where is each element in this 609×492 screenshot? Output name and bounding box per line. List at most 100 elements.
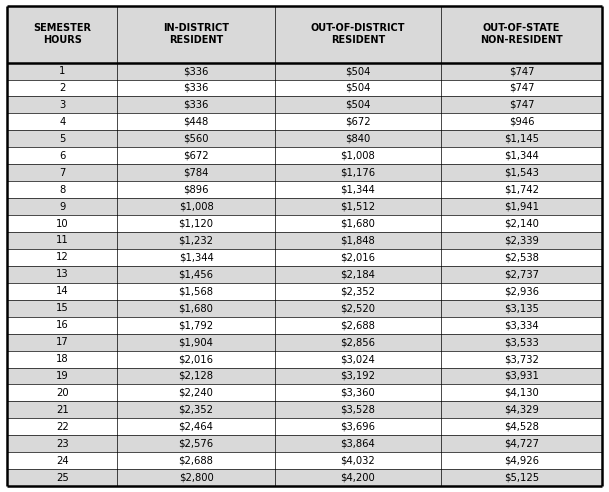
Text: $1,941: $1,941 bbox=[504, 202, 539, 212]
Text: $2,936: $2,936 bbox=[504, 286, 539, 296]
Text: $4,528: $4,528 bbox=[504, 422, 539, 432]
Bar bbox=[441, 384, 602, 401]
Text: $504: $504 bbox=[345, 66, 371, 76]
Text: $2,016: $2,016 bbox=[340, 252, 376, 262]
Text: $747: $747 bbox=[509, 66, 534, 76]
Text: $2,800: $2,800 bbox=[178, 473, 213, 483]
Text: $2,352: $2,352 bbox=[178, 405, 214, 415]
Bar bbox=[441, 469, 602, 486]
Text: $5,125: $5,125 bbox=[504, 473, 539, 483]
Bar bbox=[275, 283, 441, 300]
Text: $336: $336 bbox=[183, 83, 209, 93]
Bar bbox=[118, 62, 275, 80]
Bar bbox=[275, 317, 441, 334]
Text: $1,512: $1,512 bbox=[340, 202, 376, 212]
Bar bbox=[7, 181, 118, 198]
Text: $3,334: $3,334 bbox=[504, 320, 539, 330]
Text: $3,360: $3,360 bbox=[340, 388, 375, 398]
Bar bbox=[275, 351, 441, 368]
Bar bbox=[275, 384, 441, 401]
Text: 1: 1 bbox=[59, 66, 66, 76]
Bar bbox=[7, 62, 118, 80]
Bar bbox=[7, 300, 118, 317]
Bar bbox=[441, 113, 602, 130]
Bar bbox=[441, 215, 602, 232]
Bar bbox=[441, 164, 602, 181]
Bar bbox=[7, 232, 118, 249]
Text: 7: 7 bbox=[59, 168, 66, 178]
Text: $4,032: $4,032 bbox=[340, 456, 375, 466]
Text: $2,576: $2,576 bbox=[178, 439, 214, 449]
Bar bbox=[118, 147, 275, 164]
Bar bbox=[441, 351, 602, 368]
Text: $2,240: $2,240 bbox=[178, 388, 214, 398]
Bar bbox=[118, 452, 275, 469]
Bar bbox=[441, 181, 602, 198]
Text: $4,926: $4,926 bbox=[504, 456, 539, 466]
Text: 17: 17 bbox=[56, 337, 69, 347]
Bar bbox=[118, 317, 275, 334]
Bar bbox=[275, 435, 441, 452]
Text: $1,176: $1,176 bbox=[340, 168, 376, 178]
Bar bbox=[7, 401, 118, 418]
Bar bbox=[118, 368, 275, 384]
Text: $4,130: $4,130 bbox=[504, 388, 539, 398]
Bar bbox=[7, 198, 118, 215]
Bar bbox=[441, 232, 602, 249]
Bar bbox=[441, 6, 602, 62]
Text: 20: 20 bbox=[56, 388, 69, 398]
Bar bbox=[275, 232, 441, 249]
Bar bbox=[275, 300, 441, 317]
Text: $3,528: $3,528 bbox=[340, 405, 375, 415]
Bar bbox=[275, 401, 441, 418]
Text: $1,232: $1,232 bbox=[178, 236, 214, 246]
Text: $1,344: $1,344 bbox=[504, 151, 539, 161]
Text: $1,680: $1,680 bbox=[178, 303, 214, 313]
Bar bbox=[118, 401, 275, 418]
Bar bbox=[275, 334, 441, 351]
Bar bbox=[118, 80, 275, 96]
Bar bbox=[7, 6, 118, 62]
Bar bbox=[275, 452, 441, 469]
Bar bbox=[118, 96, 275, 113]
Text: $1,456: $1,456 bbox=[178, 269, 214, 279]
Bar bbox=[275, 181, 441, 198]
Bar bbox=[118, 215, 275, 232]
Bar bbox=[7, 435, 118, 452]
Bar bbox=[118, 283, 275, 300]
Text: $1,904: $1,904 bbox=[178, 337, 214, 347]
Bar bbox=[441, 334, 602, 351]
Text: $4,329: $4,329 bbox=[504, 405, 539, 415]
Bar bbox=[441, 368, 602, 384]
Bar bbox=[7, 130, 118, 147]
Text: $946: $946 bbox=[509, 117, 534, 127]
Bar bbox=[118, 6, 275, 62]
Text: OUT-OF-STATE
NON-RESIDENT: OUT-OF-STATE NON-RESIDENT bbox=[480, 23, 563, 45]
Bar bbox=[118, 181, 275, 198]
Text: $504: $504 bbox=[345, 83, 371, 93]
Bar bbox=[441, 147, 602, 164]
Text: $1,568: $1,568 bbox=[178, 286, 214, 296]
Bar bbox=[275, 215, 441, 232]
Bar bbox=[118, 266, 275, 283]
Text: SEMESTER
HOURS: SEMESTER HOURS bbox=[33, 23, 91, 45]
Text: 25: 25 bbox=[56, 473, 69, 483]
Text: 3: 3 bbox=[59, 100, 65, 110]
Text: 10: 10 bbox=[56, 218, 69, 228]
Bar bbox=[275, 130, 441, 147]
Bar bbox=[118, 351, 275, 368]
Text: $1,120: $1,120 bbox=[178, 218, 214, 228]
Text: 9: 9 bbox=[59, 202, 66, 212]
Bar bbox=[7, 164, 118, 181]
Text: $747: $747 bbox=[509, 100, 534, 110]
Bar bbox=[7, 283, 118, 300]
Bar bbox=[441, 317, 602, 334]
Bar bbox=[441, 198, 602, 215]
Bar bbox=[275, 249, 441, 266]
Bar bbox=[7, 418, 118, 435]
Text: $1,145: $1,145 bbox=[504, 134, 539, 144]
Text: $3,192: $3,192 bbox=[340, 371, 376, 381]
Bar bbox=[118, 300, 275, 317]
Bar bbox=[118, 113, 275, 130]
Bar bbox=[7, 368, 118, 384]
